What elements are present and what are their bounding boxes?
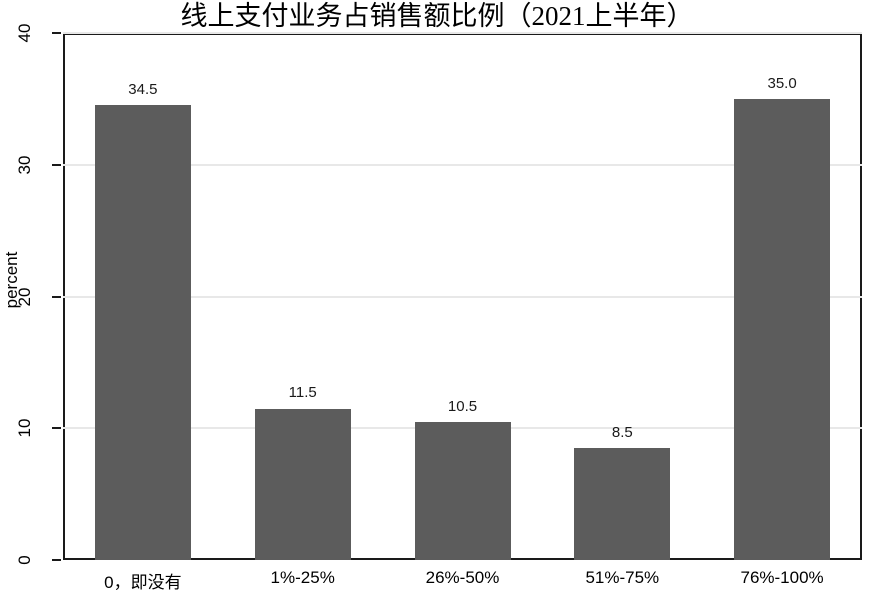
bar-value-label: 8.5 [611, 424, 633, 441]
x-axis-category-label: 51%-75% [585, 568, 660, 587]
y-axis-tick-label: 10 [15, 418, 34, 438]
bar[interactable] [94, 105, 191, 560]
y-axis-tick [52, 427, 61, 430]
bar-value-label: 10.5 [447, 397, 478, 415]
y-axis-tick [52, 295, 61, 298]
chart-title: 线上支付业务占销售额比例（2021上半年） [180, 1, 694, 31]
y-axis-tick-label: 0 [15, 555, 34, 565]
y-axis-tick-label: 20 [15, 287, 34, 306]
bar[interactable] [734, 98, 831, 560]
bar-value-label: 11.5 [288, 384, 317, 402]
y-axis-tick-label: 40 [15, 23, 34, 43]
bar-value-label: 34.5 [128, 81, 158, 99]
y-axis-tick-label: 30 [15, 155, 34, 175]
bar[interactable] [574, 448, 671, 560]
gridline [63, 295, 862, 298]
plot-area: 0 10 20 30 40 34.5 11.5 10.5 8.5 35.0 [15, 24, 862, 565]
bar[interactable] [414, 421, 511, 560]
bar-value-label: 35.0 [767, 74, 797, 92]
bar[interactable] [254, 408, 351, 560]
x-axis-category-label: 76%-100% [740, 568, 824, 587]
y-axis-tick [52, 32, 61, 34]
y-axis-tick [52, 163, 61, 166]
gridline [63, 163, 862, 166]
x-axis-category-label: 26%-50% [425, 568, 500, 587]
gridline [63, 32, 862, 34]
y-axis-tick [52, 559, 61, 561]
x-axis-category-label: 1%-25% [270, 568, 335, 587]
x-axis-category-label: 0，即没有 [104, 573, 182, 592]
